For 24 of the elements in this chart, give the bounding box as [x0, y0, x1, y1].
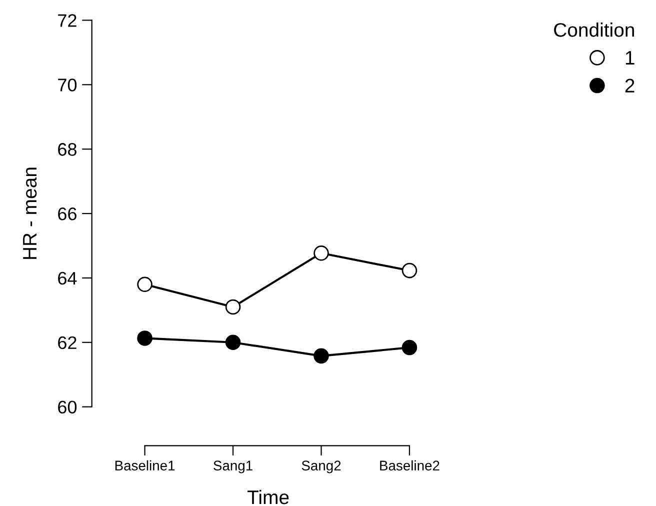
legend-title: Condition — [554, 22, 634, 37]
y-tick-label: 60 — [58, 400, 77, 414]
point — [137, 276, 152, 292]
y-tick-label: 72 — [58, 14, 76, 27]
y-tick-label: 64 — [58, 272, 77, 285]
point — [314, 348, 329, 364]
y-tick-label: 62 — [58, 336, 76, 350]
x-tick-label: Sang2 — [302, 460, 341, 474]
y-tick-label: 66 — [58, 207, 76, 220]
point — [402, 340, 418, 356]
point — [225, 334, 241, 350]
y-tick-label: 70 — [58, 78, 77, 92]
point — [137, 330, 152, 346]
point — [225, 299, 241, 315]
legend-label: 2 — [625, 78, 634, 92]
point — [402, 262, 418, 278]
y-tick-label: 68 — [58, 143, 76, 156]
x-tick-label: Baseline1 — [115, 460, 175, 470]
x-tick-label: Sang1 — [214, 460, 252, 474]
x-axis-title: Time — [248, 490, 289, 504]
legend-label: 1 — [626, 51, 634, 64]
point — [314, 246, 329, 261]
y-axis-title: HR - mean — [23, 168, 37, 259]
x-tick-label: Baseline2 — [380, 460, 440, 470]
